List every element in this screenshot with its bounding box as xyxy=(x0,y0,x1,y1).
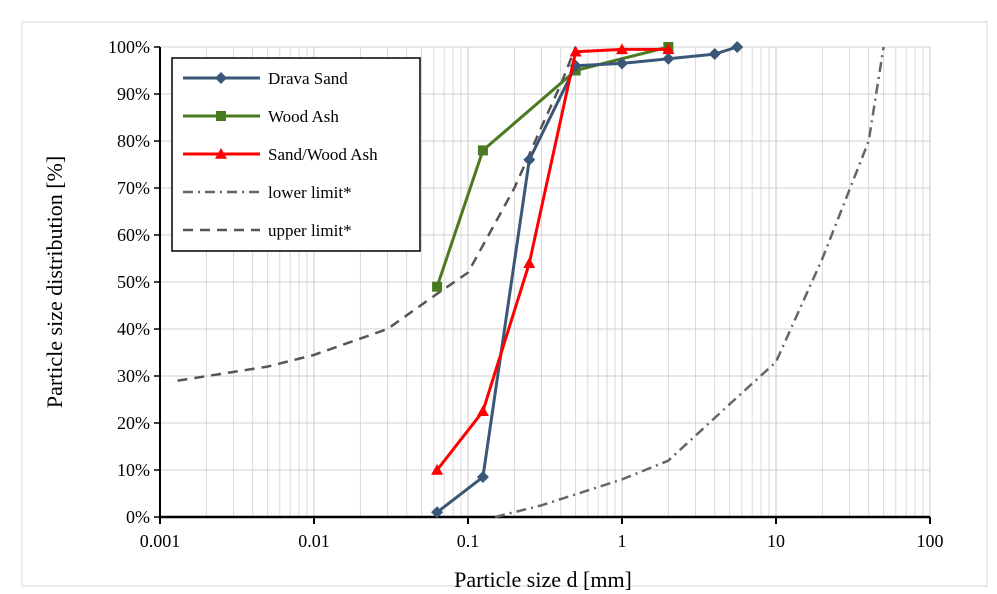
series-lower-limit xyxy=(494,46,885,519)
legend-marker-sand-wood-ash xyxy=(215,148,227,159)
series-layer xyxy=(177,41,885,519)
series-line-upper-limit xyxy=(177,46,577,382)
y-tick-label: 80% xyxy=(117,131,150,151)
data-point-sand-wood-ash xyxy=(523,257,536,268)
x-axis-title: Particle size d [mm] xyxy=(454,567,632,592)
series-line-lower-limit xyxy=(494,46,885,519)
y-tick-label: 70% xyxy=(117,178,150,198)
data-point-drava-sand xyxy=(616,57,628,70)
legend-label-upper-limit: upper limit* xyxy=(268,221,352,240)
y-tick-label: 50% xyxy=(117,272,150,292)
chart-area-border xyxy=(21,21,988,587)
x-tick-label: 0.001 xyxy=(140,531,181,551)
y-tick-label: 100% xyxy=(108,37,150,57)
data-point-sand-wood-ash xyxy=(476,405,489,417)
data-point-sand-wood-ash xyxy=(616,43,628,55)
x-tick-label: 1 xyxy=(618,531,627,551)
y-tick-label: 0% xyxy=(126,507,150,527)
series-line-sand-wood-ash xyxy=(435,47,669,471)
data-point-drava-sand xyxy=(431,506,444,519)
series-sand-wood-ash xyxy=(431,43,675,475)
x-tick-label: 0.1 xyxy=(457,531,480,551)
legend: Drava Sand Wood Ash Sand/Wood Ash lower lim… xyxy=(171,57,421,252)
data-point-drava-sand xyxy=(708,48,721,61)
x-tick-label: 10 xyxy=(767,531,785,551)
data-point-sand-wood-ash xyxy=(662,43,675,55)
legend-marker-drava-sand xyxy=(215,72,227,84)
y-tick-label: 40% xyxy=(117,319,150,339)
legend-label-lower-limit: lower limit* xyxy=(268,183,352,202)
legend-label-drava-sand: Drava Sand xyxy=(268,69,348,88)
data-point-drava-sand xyxy=(523,153,536,166)
data-point-sand-wood-ash xyxy=(569,45,582,57)
legend-marker-wood-ash xyxy=(216,111,226,121)
y-tick-label: 20% xyxy=(117,413,150,433)
tick-labels: 0% 10% 20% 30% 40% 50% 60% 70% 80% 90% 100% 0.001 0.… xyxy=(108,37,944,551)
series-upper-limit xyxy=(177,46,577,382)
data-point-sand-wood-ash xyxy=(431,464,444,475)
y-tick-label: 90% xyxy=(117,84,150,104)
data-point-wood-ash xyxy=(477,145,488,156)
series-line-drava-sand xyxy=(436,45,738,514)
data-point-wood-ash xyxy=(432,281,443,292)
y-tick-label: 10% xyxy=(117,460,150,480)
y-tick-label: 30% xyxy=(117,366,150,386)
series-drava-sand xyxy=(431,41,744,519)
legend-label-sand-wood-ash: Sand/Wood Ash xyxy=(268,145,378,164)
x-tick-label: 100 xyxy=(917,531,944,551)
data-point-drava-sand xyxy=(731,41,744,53)
legend-label-wood-ash: Wood Ash xyxy=(268,107,339,126)
y-axis-title: Particle size distribution [%] xyxy=(42,156,67,408)
axes xyxy=(154,46,931,524)
y-tick-label: 60% xyxy=(117,225,150,245)
data-point-drava-sand xyxy=(662,52,675,65)
data-point-drava-sand xyxy=(476,471,489,484)
x-tick-label: 0.01 xyxy=(298,531,330,551)
